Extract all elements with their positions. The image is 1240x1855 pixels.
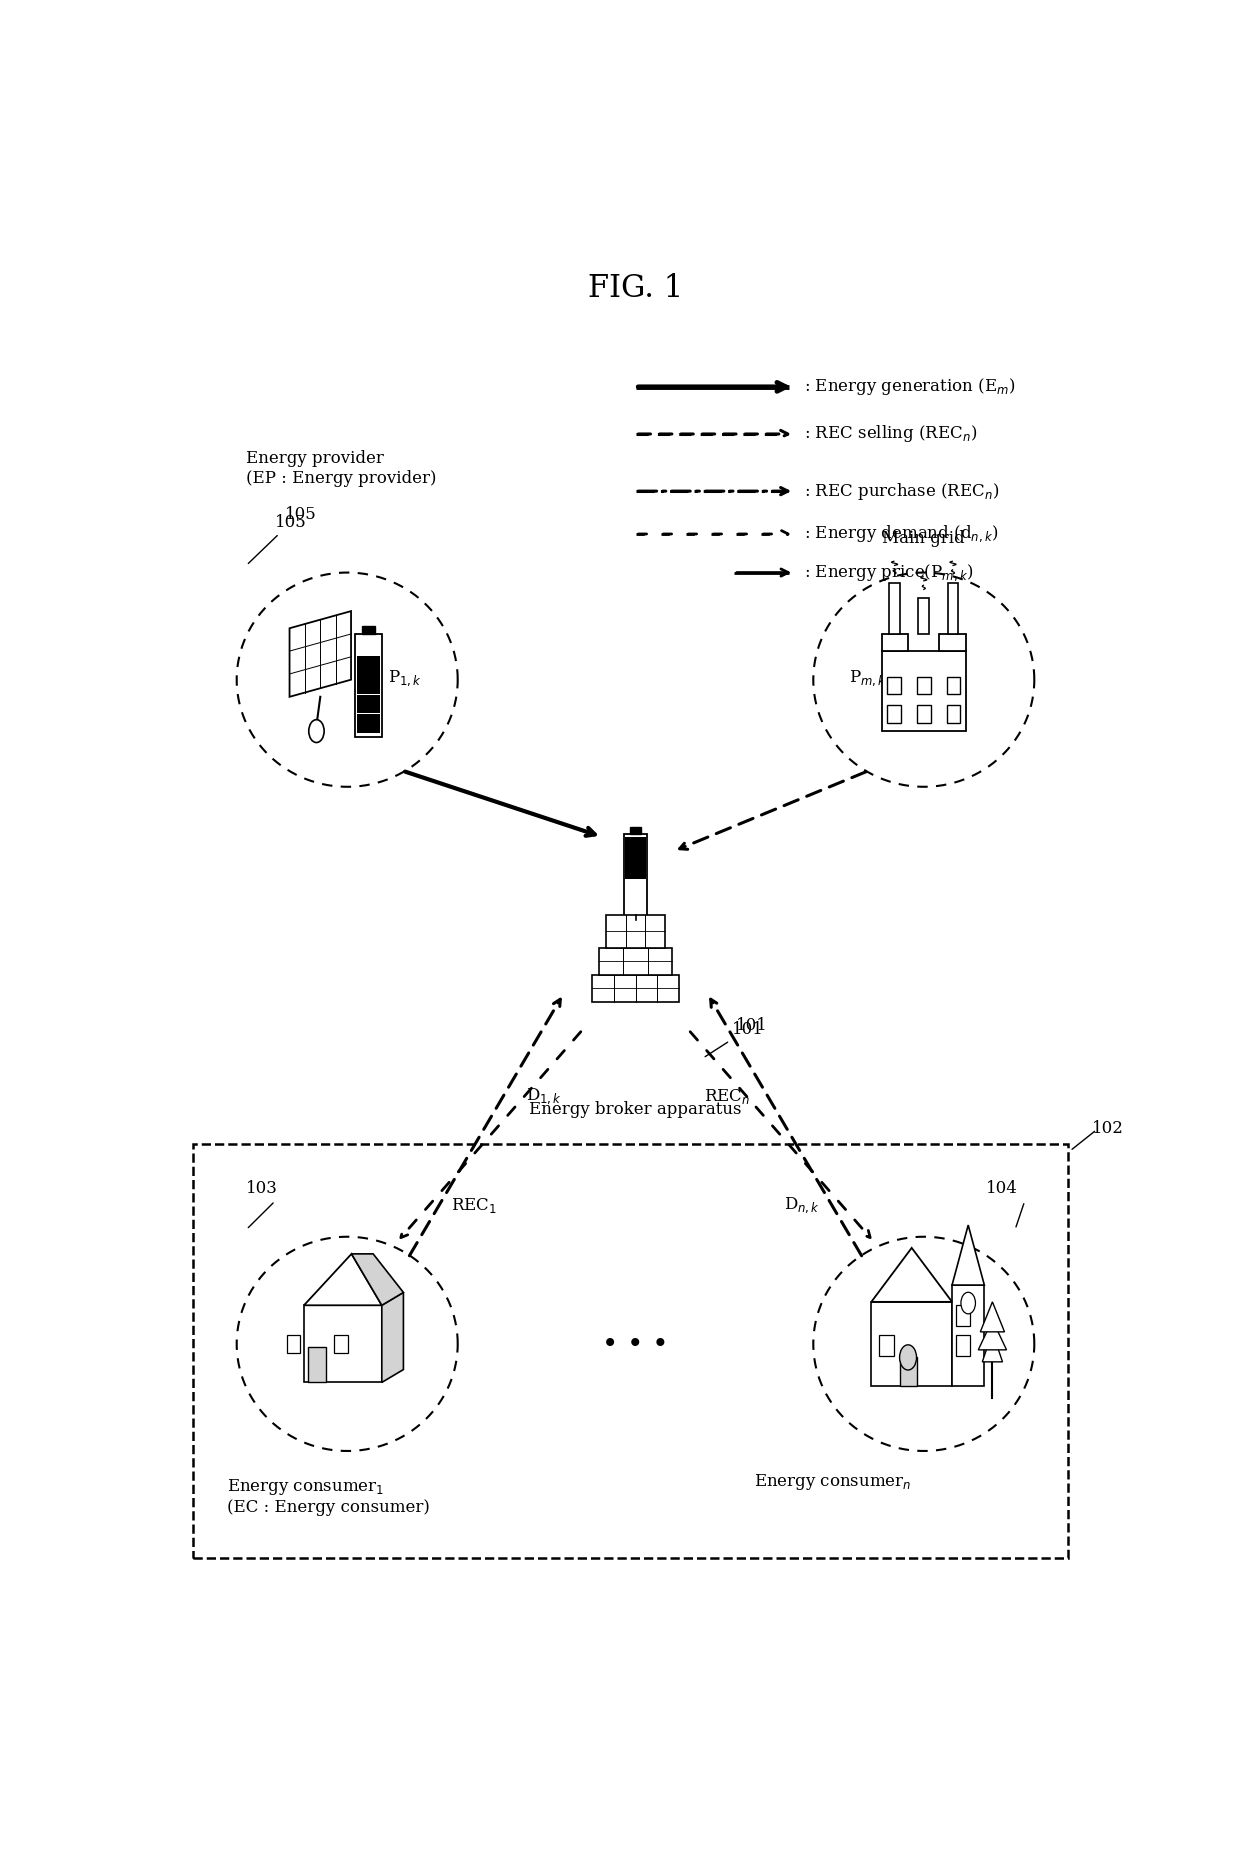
Polygon shape xyxy=(952,1224,985,1286)
Text: : Energy generation (E$_m$): : Energy generation (E$_m$) xyxy=(804,377,1016,397)
Bar xyxy=(882,634,909,651)
Text: 102: 102 xyxy=(1092,1120,1123,1137)
Text: 104: 104 xyxy=(986,1180,1018,1196)
Bar xyxy=(357,675,379,694)
Bar xyxy=(939,634,966,651)
Bar xyxy=(882,651,966,731)
Text: 101: 101 xyxy=(706,1020,764,1057)
Text: REC$_1$: REC$_1$ xyxy=(451,1196,497,1215)
Circle shape xyxy=(309,720,324,742)
Text: : REC purchase (REC$_n$): : REC purchase (REC$_n$) xyxy=(804,480,999,501)
Polygon shape xyxy=(981,1302,1004,1332)
Text: REC$_n$: REC$_n$ xyxy=(704,1087,750,1106)
Bar xyxy=(879,1336,894,1356)
Text: : Energy price(P$_{m,k}$): : Energy price(P$_{m,k}$) xyxy=(804,562,973,582)
Polygon shape xyxy=(351,1254,403,1306)
Polygon shape xyxy=(872,1248,952,1302)
Text: 103: 103 xyxy=(247,1180,278,1196)
Bar xyxy=(591,974,680,1002)
Text: D$_{n,k}$: D$_{n,k}$ xyxy=(784,1196,820,1215)
Polygon shape xyxy=(290,610,351,697)
Bar xyxy=(899,1358,916,1386)
Bar xyxy=(362,625,374,634)
Text: : Energy demand (d$_{n,k}$): : Energy demand (d$_{n,k}$) xyxy=(804,523,998,544)
Circle shape xyxy=(899,1345,916,1371)
Bar xyxy=(624,833,647,920)
Bar xyxy=(919,597,929,634)
Bar xyxy=(947,677,960,694)
Polygon shape xyxy=(978,1321,1007,1350)
Bar xyxy=(888,677,900,694)
Bar xyxy=(335,1336,348,1354)
Bar xyxy=(357,694,379,714)
Bar xyxy=(193,1145,1068,1558)
Text: 101: 101 xyxy=(737,1017,769,1033)
Text: • • •: • • • xyxy=(603,1330,668,1358)
Bar xyxy=(599,948,672,974)
Text: Energy broker apparatus: Energy broker apparatus xyxy=(529,1102,742,1119)
Bar xyxy=(947,705,960,722)
Bar xyxy=(889,582,900,634)
Bar xyxy=(357,655,379,675)
Bar xyxy=(625,837,646,879)
Bar xyxy=(956,1336,970,1356)
Text: P$_{1,k}$: P$_{1,k}$ xyxy=(388,668,422,688)
Bar xyxy=(309,1347,326,1382)
Bar xyxy=(355,634,382,736)
Polygon shape xyxy=(382,1293,403,1382)
Bar xyxy=(918,705,930,722)
Bar xyxy=(630,827,641,833)
Bar xyxy=(304,1306,382,1382)
Text: Main grid: Main grid xyxy=(883,531,965,547)
Bar xyxy=(872,1302,952,1386)
Text: Energy provider
(EP : Energy provider): Energy provider (EP : Energy provider) xyxy=(247,451,436,486)
Bar xyxy=(606,915,665,948)
Bar xyxy=(952,1286,985,1386)
Bar xyxy=(947,582,959,634)
Text: D$_{1,k}$: D$_{1,k}$ xyxy=(526,1087,562,1106)
Text: : REC selling (REC$_n$): : REC selling (REC$_n$) xyxy=(804,423,977,445)
Bar xyxy=(357,714,379,733)
Text: Energy consumer$_1$
(EC : Energy consumer): Energy consumer$_1$ (EC : Energy consume… xyxy=(227,1477,430,1516)
Bar xyxy=(286,1336,300,1354)
Circle shape xyxy=(961,1293,976,1313)
Polygon shape xyxy=(304,1254,382,1306)
Text: FIG. 1: FIG. 1 xyxy=(588,273,683,304)
Text: Energy consumer$_n$: Energy consumer$_n$ xyxy=(754,1473,911,1493)
Bar xyxy=(888,705,900,722)
Bar xyxy=(918,677,930,694)
Bar xyxy=(956,1304,970,1326)
Text: 105: 105 xyxy=(248,514,306,564)
Text: P$_{m,k}$: P$_{m,k}$ xyxy=(849,668,887,688)
Text: 105: 105 xyxy=(285,506,316,523)
Polygon shape xyxy=(982,1332,1002,1362)
